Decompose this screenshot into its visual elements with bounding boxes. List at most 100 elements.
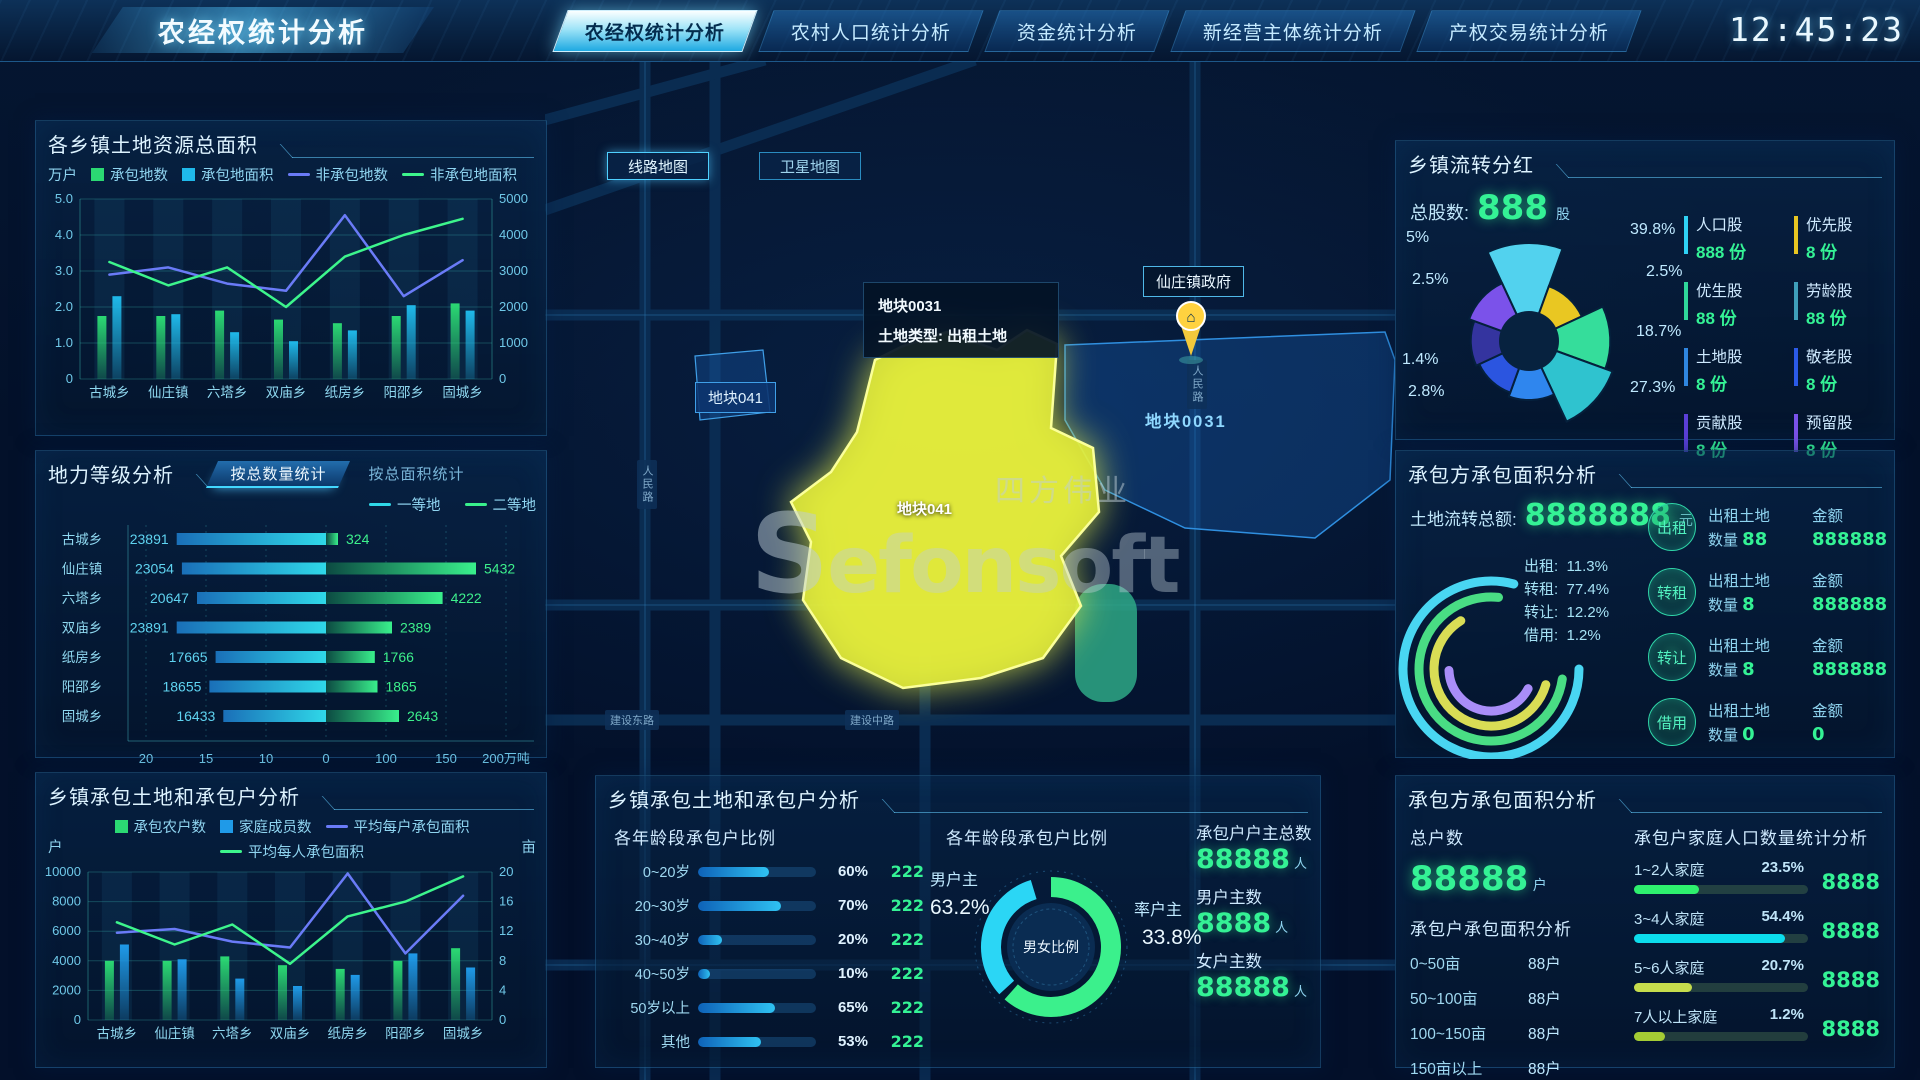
svg-text:仙庄镇: 仙庄镇 bbox=[62, 561, 103, 577]
nav-tab-2[interactable]: 资金统计分析 bbox=[984, 10, 1170, 52]
legend-item[interactable]: 承包地面积 bbox=[182, 164, 274, 185]
age-bar bbox=[698, 968, 816, 979]
transfer-total: 土地流转总额: 8888888 元 bbox=[1410, 498, 1693, 533]
svg-text:仙庄镇: 仙庄镇 bbox=[148, 384, 189, 400]
age-bar bbox=[698, 934, 816, 945]
age-pct: 20% bbox=[837, 931, 868, 948]
family-bar bbox=[1634, 885, 1808, 894]
share-value: 88 份 bbox=[1806, 309, 1847, 328]
legend-label: 平均每户承包面积 bbox=[353, 820, 470, 836]
share-name: 敬老股 bbox=[1806, 349, 1853, 366]
svg-text:双庙乡: 双庙乡 bbox=[62, 621, 103, 636]
legend-swatch bbox=[369, 503, 391, 506]
nav-tab-3[interactable]: 新经营主体统计分析 bbox=[1170, 10, 1416, 52]
tooltip-line: 土地类型: 出租土地 bbox=[878, 328, 1008, 345]
share-value: 8 份 bbox=[1696, 375, 1728, 394]
svg-text:古城乡: 古城乡 bbox=[62, 532, 103, 547]
legend-label: 平均每人承包面积 bbox=[248, 845, 364, 861]
legend-row: 万户 承包地数 承包地面积 非承包地数 非承包地面积 bbox=[36, 162, 546, 185]
panel-title: 乡镇承包土地和承包户分析 bbox=[596, 776, 1320, 817]
col-amount: 金额 bbox=[1812, 573, 1844, 590]
dividend-legend-item-1[interactable]: 优先股 8 份 bbox=[1794, 213, 1894, 263]
svg-text:固城乡: 固城乡 bbox=[442, 385, 483, 400]
gender-donut-chart: 男女比例 bbox=[966, 862, 1136, 1032]
svg-text:2389: 2389 bbox=[400, 620, 431, 636]
svg-text:1766: 1766 bbox=[383, 649, 414, 665]
legend-item[interactable]: 平均每人承包面积 bbox=[220, 841, 364, 862]
pie-callout: 2.5% bbox=[1412, 271, 1449, 288]
age-count: 222 bbox=[890, 930, 924, 949]
family-count: 8888 bbox=[1821, 870, 1880, 894]
nav-tab-1[interactable]: 农村人口统计分析 bbox=[758, 10, 984, 52]
map-button-1[interactable]: 卫星地图 bbox=[759, 152, 862, 180]
total-shares: 总股数: 888 股 bbox=[1410, 188, 1570, 228]
legend-item[interactable]: 平均每户承包面积 bbox=[325, 816, 470, 837]
watermark-logo-initial: S bbox=[750, 490, 829, 618]
gov-badge[interactable]: 仙庄镇政府 bbox=[1143, 266, 1245, 297]
pie-callout: 18.7% bbox=[1636, 323, 1682, 340]
svg-text:16433: 16433 bbox=[176, 708, 215, 724]
legend-item[interactable]: 非承包地面积 bbox=[402, 164, 517, 185]
dividend-legend-item-5[interactable]: 敬老股 8 份 bbox=[1794, 345, 1894, 395]
svg-text:15: 15 bbox=[199, 751, 213, 766]
legend-item[interactable]: 家庭成员数 bbox=[220, 816, 312, 837]
qty: 数量 0 bbox=[1708, 724, 1755, 745]
age-bar bbox=[698, 1036, 816, 1047]
parcel-label-0031: 地块0031 bbox=[1145, 413, 1227, 431]
nav-tab-label: 产权交易统计分析 bbox=[1449, 22, 1610, 44]
legend-swatch bbox=[402, 173, 424, 176]
area-count: 88户 bbox=[1528, 1061, 1561, 1078]
nav-tab-0[interactable]: 农经权统计分析 bbox=[552, 10, 758, 52]
age-row-3: 40~50岁 10% 222 bbox=[614, 963, 944, 984]
family-bar bbox=[1634, 983, 1808, 992]
legend-label: 家庭成员数 bbox=[239, 820, 312, 836]
svg-text:六塔乡: 六塔乡 bbox=[212, 1026, 253, 1041]
dividend-legend-item-3[interactable]: 劳龄股 88 份 bbox=[1794, 279, 1894, 329]
svg-text:0: 0 bbox=[74, 1012, 81, 1027]
title-line bbox=[870, 798, 1308, 813]
panel-title: 承包方承包面积分析 bbox=[1396, 776, 1894, 817]
svg-text:阳邵乡: 阳邵乡 bbox=[62, 680, 103, 695]
col-amount: 金额 bbox=[1812, 638, 1844, 655]
nav-tab-4[interactable]: 产权交易统计分析 bbox=[1416, 10, 1642, 52]
family-count: 8888 bbox=[1821, 968, 1880, 992]
legend-label: 一等地 bbox=[397, 498, 441, 514]
legend-item[interactable]: 承包地数 bbox=[91, 164, 168, 185]
location-pin-icon[interactable]: ⌂ bbox=[1171, 298, 1211, 368]
svg-text:阳邵乡: 阳邵乡 bbox=[383, 385, 424, 400]
legend-label: 二等地 bbox=[492, 498, 537, 514]
legend-item[interactable]: 一等地 bbox=[369, 494, 441, 515]
transfer-items: 出租 出租土地 金额 数量 88 888888 转租 出租土地 金额 数量 8 … bbox=[1648, 503, 1887, 746]
share-name: 优先股 bbox=[1806, 217, 1853, 234]
total-shares-value: 888 bbox=[1477, 188, 1548, 228]
nav-tab-label: 资金统计分析 bbox=[1017, 22, 1138, 44]
legend-item[interactable]: 承包农户数 bbox=[114, 816, 206, 837]
legend-item[interactable]: 二等地 bbox=[464, 494, 537, 515]
watermark: 四方伟业 Sefonsoft bbox=[750, 475, 1180, 618]
map-background: 人民路 人民路 建设中路 建设东路 线路地图 卫星地图 地块0031 土地类型: … bbox=[545, 60, 1395, 1080]
tab-by-area[interactable]: 按总面积统计 bbox=[368, 466, 465, 483]
svg-text:5000: 5000 bbox=[499, 191, 528, 206]
panel-contract-households: 乡镇承包土地和承包户分析 户 亩 承包农户数 家庭成员数 平均每户承包面积 平均每人承… bbox=[35, 772, 547, 1068]
parcel-badge-041[interactable]: 地块041 bbox=[695, 382, 777, 413]
svg-text:纸房乡: 纸房乡 bbox=[325, 385, 366, 400]
transfer-badge: 转租 bbox=[1648, 568, 1696, 616]
dividend-legend-item-0[interactable]: 人口股 888 份 bbox=[1684, 213, 1784, 263]
transfer-badge: 借用 bbox=[1648, 698, 1696, 746]
legend-item[interactable]: 非承包地数 bbox=[287, 164, 388, 185]
stat-value: 8888 人 bbox=[1196, 908, 1289, 939]
legend-swatch bbox=[287, 173, 310, 176]
area-count: 88户 bbox=[1528, 956, 1561, 973]
dividend-legend-item-2[interactable]: 优生股 88 份 bbox=[1684, 279, 1784, 329]
age-pct: 10% bbox=[837, 965, 868, 982]
panel-bottom-center: 乡镇承包土地和承包户分析 各年龄段承包户比例 0~20岁 60% 222 20~3… bbox=[595, 775, 1321, 1068]
svg-text:18655: 18655 bbox=[162, 679, 201, 695]
svg-text:0: 0 bbox=[322, 751, 329, 766]
map-button-0[interactable]: 线路地图 bbox=[607, 152, 710, 180]
dividend-legend-item-4[interactable]: 土地股 8 份 bbox=[1684, 345, 1784, 395]
contractor-left: 总户数 88888 户 承包户承包面积分析 0~50亩 88户 50~100亩 88户… bbox=[1410, 824, 1620, 1079]
land-resources-chart: 0 0 1.0 1000 2.0 2000 3.0 3000 4.0 4000 5.0 5000 古城乡… bbox=[36, 185, 546, 438]
age-bar bbox=[698, 1002, 816, 1013]
tab-by-count[interactable]: 按总数量统计 bbox=[205, 461, 351, 488]
family-row-2: 5~6人家庭 20.7% 8888 bbox=[1634, 957, 1880, 992]
